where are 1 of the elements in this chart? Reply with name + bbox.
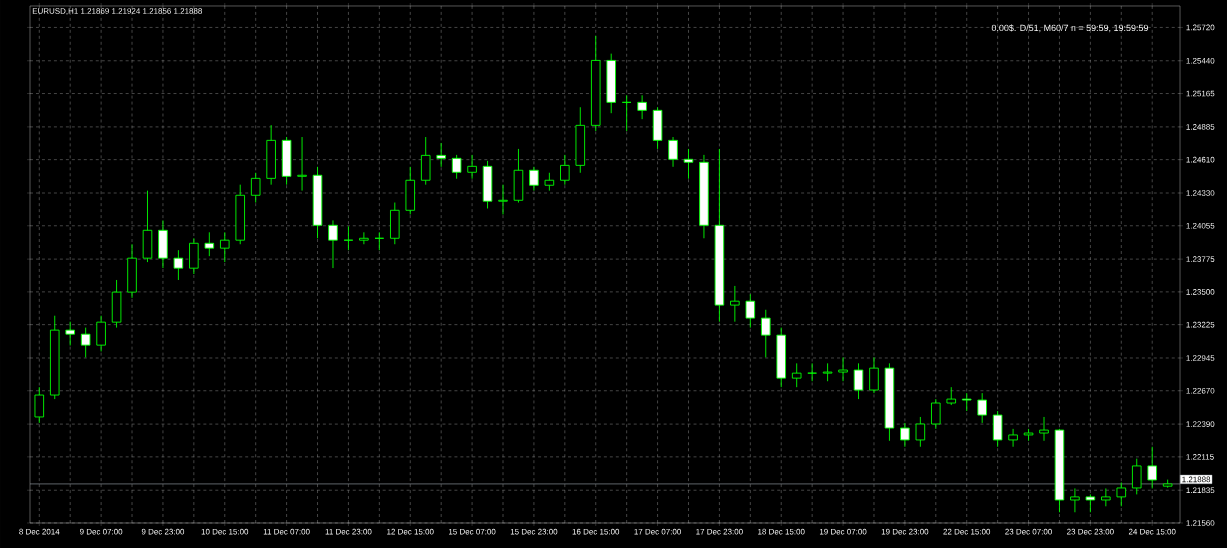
annotation: 0.00$. D/51, M60/7 п = 59:59, 19:59:59 (991, 24, 1148, 33)
